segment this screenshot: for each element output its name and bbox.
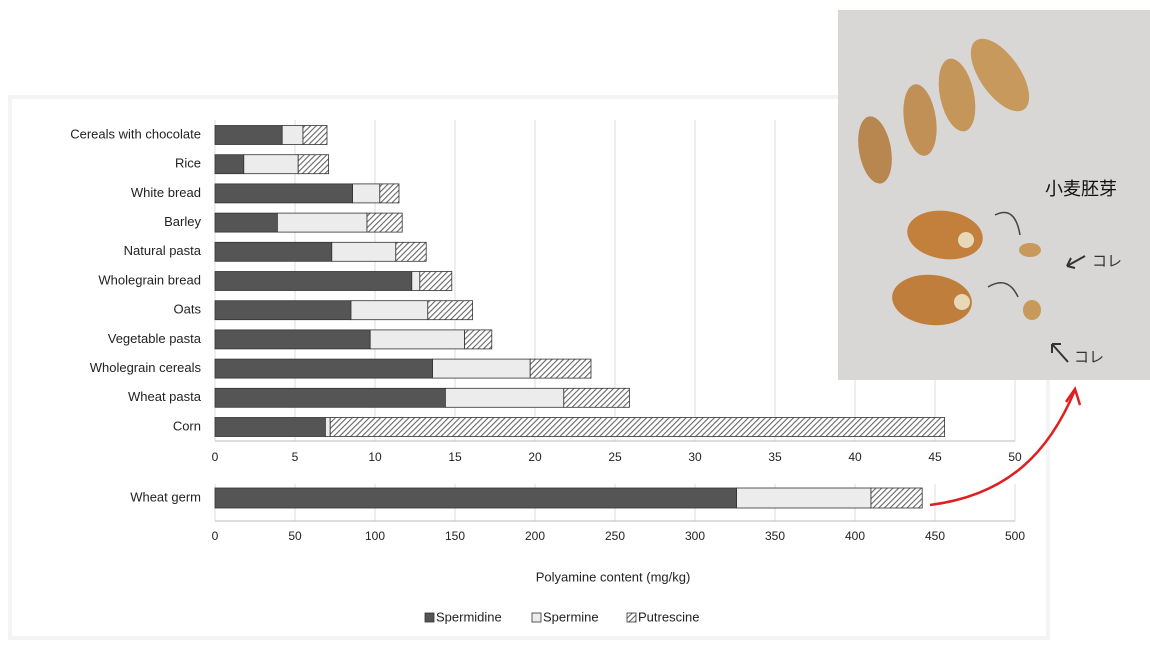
bar-segment	[215, 330, 370, 349]
y-tick-label: Vegetable pasta	[108, 331, 202, 346]
y-tick-label: Oats	[174, 302, 202, 317]
bar-segment	[330, 418, 944, 437]
legend-label: Putrescine	[638, 609, 699, 624]
bar-segment	[215, 272, 412, 291]
x-tick-label: 50	[288, 529, 302, 543]
page: 0 5 10 15 20 25 30 35 40 45 50 Cereals with chocola…	[0, 0, 1150, 644]
x-tick-label: 30	[688, 450, 702, 464]
bar-segment	[380, 184, 399, 203]
bar-segment	[428, 301, 473, 320]
bar-segment	[303, 126, 327, 145]
legend-swatch	[532, 613, 541, 622]
x-tick-label: 500	[1005, 529, 1025, 543]
y-tick-label: Rice	[175, 156, 201, 171]
bar-segment	[282, 126, 303, 145]
bar-segment	[277, 213, 367, 232]
x-tick-label: 200	[525, 529, 545, 543]
x-tick-label: 0	[212, 450, 219, 464]
bar-segment	[370, 330, 464, 349]
x-tick-label: 100	[365, 529, 385, 543]
y-tick-label: Wheat germ	[130, 489, 201, 504]
bar-segment	[332, 242, 396, 261]
x-tick-label: 350	[765, 529, 785, 543]
x-tick-label: 450	[925, 529, 945, 543]
bar-segment	[871, 488, 922, 508]
bar-segment	[298, 155, 328, 174]
photo-label: 小麦胚芽	[1045, 179, 1117, 199]
bar-segment	[445, 388, 563, 407]
bar-segment	[530, 359, 591, 378]
y-tick-label: Barley	[164, 214, 201, 229]
bar-segment	[215, 388, 445, 407]
x-tick-label: 5	[292, 450, 299, 464]
legend-swatch	[425, 613, 434, 622]
x-tick-label: 25	[608, 450, 622, 464]
bar-segment	[215, 359, 433, 378]
x-tick-label: 35	[768, 450, 782, 464]
bar-segment	[433, 359, 531, 378]
x-tick-label: 10	[368, 450, 382, 464]
bar-segment	[215, 488, 737, 508]
x-tick-label: 400	[845, 529, 865, 543]
y-tick-label: Natural pasta	[124, 243, 202, 258]
x-tick-label: 50	[1008, 450, 1022, 464]
x-tick-label: 15	[448, 450, 462, 464]
legend-swatch	[627, 613, 636, 622]
x-tick-label: 0	[212, 529, 219, 543]
x-tick-label: 20	[528, 450, 542, 464]
y-tick-label: Corn	[173, 418, 201, 433]
legend-label: Spermine	[543, 609, 599, 624]
y-tick-label: Wheat pasta	[128, 389, 202, 404]
bar-segment	[215, 155, 244, 174]
x-tick-label: 150	[445, 529, 465, 543]
bar-segment	[564, 388, 630, 407]
bar-segment	[215, 213, 277, 232]
bar-segment	[353, 184, 380, 203]
bar-segment	[351, 301, 428, 320]
bar-segment	[367, 213, 402, 232]
photo: 小麦胚芽 コレ コレ	[838, 10, 1150, 380]
bar-segment	[215, 418, 325, 437]
x-axis-label: Polyamine content (mg/kg)	[536, 569, 691, 584]
bar-segment	[412, 272, 420, 291]
x-tick-label: 40	[848, 450, 862, 464]
bar-segment	[215, 184, 353, 203]
chart: 0 5 10 15 20 25 30 35 40 45 50 Cereals with chocola…	[0, 0, 1150, 644]
y-tick-label: White bread	[131, 185, 201, 200]
x-tick-label: 45	[928, 450, 942, 464]
bar-segment	[215, 126, 282, 145]
y-tick-label: Wholegrain cereals	[90, 360, 202, 375]
x-tick-label: 250	[605, 529, 625, 543]
bar-segment	[737, 488, 871, 508]
x-tick-label: 300	[685, 529, 705, 543]
photo-note: コレ	[1074, 349, 1104, 366]
legend-label: Spermidine	[436, 609, 502, 624]
bar-segment	[215, 301, 351, 320]
bar-segment	[325, 418, 330, 437]
bar-segment	[244, 155, 298, 174]
y-tick-label: Wholegrain bread	[98, 272, 201, 287]
bar-segment	[420, 272, 452, 291]
bar-segment	[465, 330, 492, 349]
bar-segment	[215, 242, 332, 261]
y-tick-label: Cereals with chocolate	[70, 126, 201, 141]
bar-segment	[396, 242, 426, 261]
photo-note: コレ	[1092, 253, 1122, 270]
